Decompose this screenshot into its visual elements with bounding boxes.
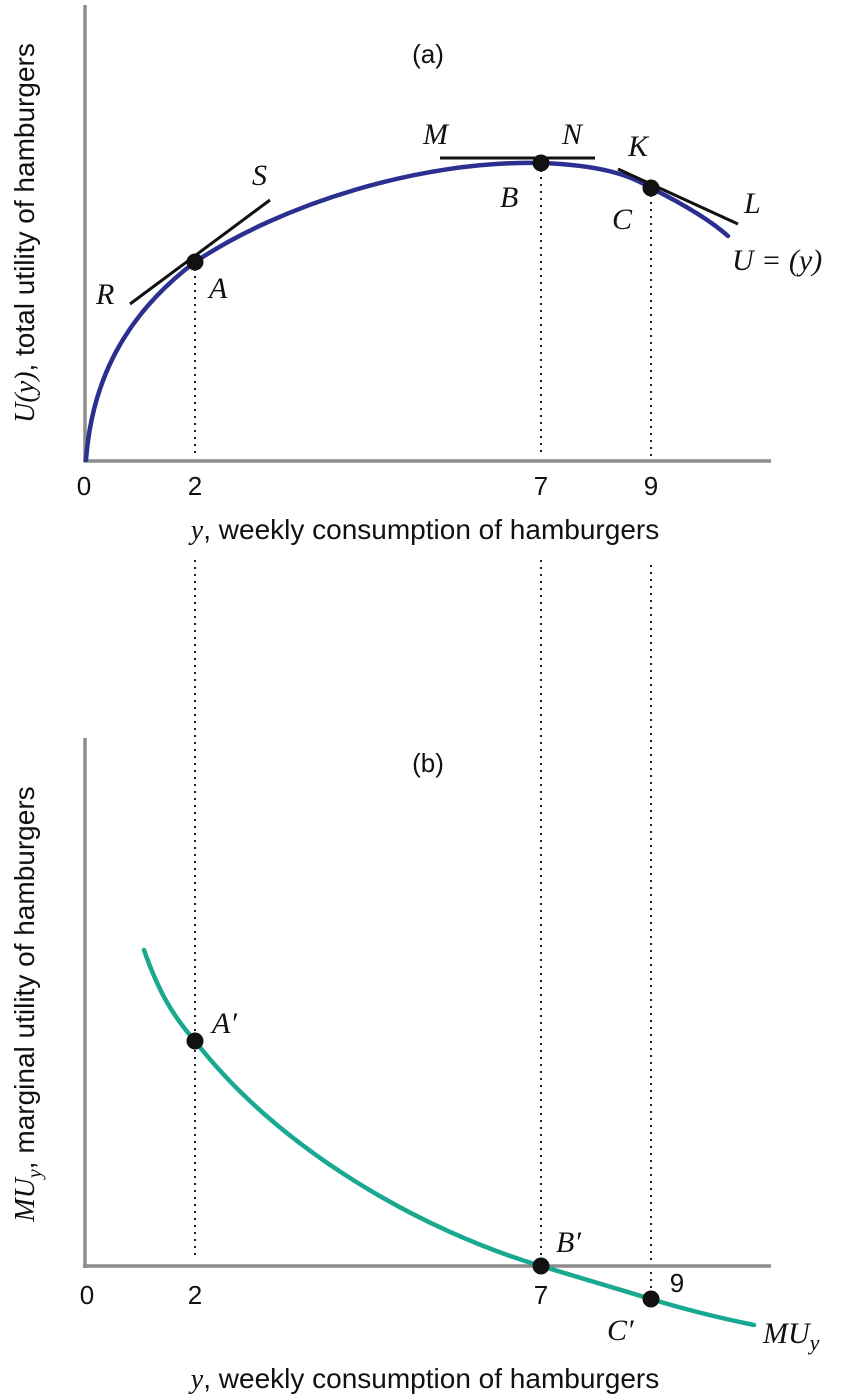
panel-b-x-axis-text: , weekly consumption of hamburgers (203, 1363, 659, 1394)
panel-a-y-axis-label: U(y), total utility of hamburgers (9, 43, 41, 423)
panel-b-tick-7: 7 (534, 1280, 548, 1310)
panel-b-y-axis-sub: y (24, 1169, 46, 1180)
panel-a-tick-2: 2 (188, 471, 202, 501)
curve-mu-label: MUy (762, 1317, 820, 1355)
panel-a-y-axis-text: , total utility of hamburgers (9, 43, 40, 371)
point-c-label: C (612, 203, 633, 236)
tangent-label-k: K (627, 130, 650, 163)
tangent-rs (129, 198, 271, 306)
curve-mu-label-sub: y (808, 1330, 820, 1355)
panel-a-tick-9: 9 (644, 471, 658, 501)
panel-a-y-axis-var: U(y) (10, 372, 41, 423)
point-a (186, 253, 204, 271)
marginal-utility-curve (141, 947, 757, 1328)
panel-b: (b) MUy, marginal utility of hamburgers … (9, 738, 820, 1395)
point-b-prime-label: B′ (556, 1226, 581, 1259)
panel-a-x-axis-text: , weekly consumption of hamburgers (203, 514, 659, 545)
point-a-prime (186, 1032, 204, 1050)
panel-a: (a) U(y), total utility of hamburgers 0 … (9, 5, 822, 546)
point-b-label: B (500, 181, 518, 214)
point-c-prime (642, 1290, 660, 1308)
curve-u-label: U = (y) (732, 244, 822, 277)
point-a-prime-label: A′ (210, 1007, 237, 1040)
point-b-prime (532, 1257, 550, 1275)
panel-b-x-axis-var: y (188, 1364, 204, 1395)
panel-b-tick-0: 0 (80, 1280, 94, 1310)
tangent-kl (617, 167, 739, 226)
tangent-label-m: M (422, 118, 450, 151)
curve-mu-label-main: MU (762, 1317, 812, 1350)
panel-b-y-axis-label: MUy, marginal utility of hamburgers (9, 786, 46, 1222)
tangent-label-l: L (743, 187, 761, 220)
point-c (642, 179, 660, 197)
point-b (532, 154, 550, 172)
point-c-prime-label: C′ (607, 1314, 634, 1347)
panel-b-label: (b) (412, 748, 444, 778)
panel-a-tick-7: 7 (534, 471, 548, 501)
tangent-label-r: R (95, 278, 114, 311)
panel-a-tick-0: 0 (77, 471, 91, 501)
panel-b-tick-9: 9 (670, 1268, 684, 1298)
tangent-label-n: N (561, 118, 584, 151)
panel-b-y-axis-text: , marginal utility of hamburgers (9, 786, 40, 1169)
panel-b-x-axis-label: y, weekly consumption of hamburgers (188, 1363, 659, 1395)
panel-a-x-axis-label: y, weekly consumption of hamburgers (188, 514, 659, 546)
panel-a-x-axis-var: y (188, 515, 204, 546)
panel-b-tick-2: 2 (188, 1280, 202, 1310)
point-a-label: A (207, 272, 228, 305)
tangent-label-s: S (252, 159, 267, 192)
panel-b-y-axis-var: MU (10, 1176, 41, 1222)
panel-a-label: (a) (412, 39, 444, 69)
